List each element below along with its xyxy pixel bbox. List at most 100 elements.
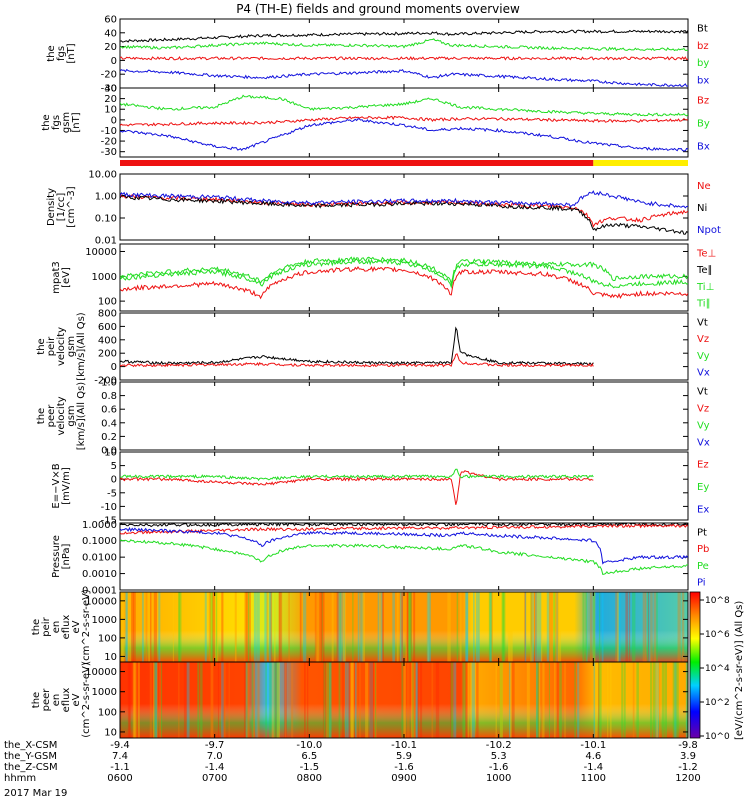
series-line-Bx	[120, 118, 688, 152]
spectrogram-streak	[462, 662, 466, 738]
spectrogram-streak	[524, 592, 526, 662]
y-axis-label: [nT]	[66, 43, 77, 63]
legend-entry: Vy	[697, 351, 710, 362]
legend-entry: Bz	[697, 96, 709, 107]
spectrogram-streak	[401, 662, 404, 738]
legend-entry: Npot	[697, 225, 721, 236]
x-axis-value: -1.4	[205, 762, 225, 773]
spectrogram-streak	[415, 662, 417, 738]
panel-frame	[119, 173, 689, 241]
y-tick-label: 0.10	[95, 214, 117, 225]
spectrogram-streak	[304, 662, 306, 738]
spectrogram-streak	[549, 592, 553, 662]
spectrogram-streak	[585, 592, 588, 662]
x-axis-value: 1100	[581, 773, 606, 784]
spectrogram-streak	[324, 662, 327, 738]
series-line-Pb	[120, 523, 688, 535]
spectrogram-streak	[531, 592, 534, 662]
spectrogram-streak	[256, 662, 260, 738]
y-axis-label: the	[31, 619, 42, 635]
spectrogram-streak	[346, 662, 350, 738]
y-tick-label: 0.2	[101, 432, 117, 443]
spectrogram-streak	[369, 662, 372, 738]
y-tick-label: 10	[104, 448, 117, 459]
y-tick-label: -10	[101, 502, 117, 513]
y-tick-label: -10	[101, 126, 117, 137]
spectrogram-streak	[530, 592, 533, 662]
legend-entry: Vz	[697, 334, 709, 345]
spectrogram-streak	[403, 662, 406, 738]
y-tick-label: 10000	[85, 667, 117, 678]
y-axis-label: [km/s](All Qs)	[76, 382, 87, 450]
x-axis-value: 5.9	[396, 751, 412, 762]
spectrogram-streak	[374, 662, 377, 738]
spectrogram-streak	[621, 662, 624, 738]
spectrogram-streak	[328, 662, 331, 738]
x-axis-value: 1000	[486, 773, 511, 784]
y-tick-label: 30	[104, 84, 117, 95]
spectrogram-streak	[284, 662, 287, 738]
spectrogram-streak	[495, 662, 497, 738]
y-axis-label: (cm^2-s-sr-eV)	[81, 589, 92, 665]
y-axis-label: [nT]	[71, 112, 82, 132]
y-axis-label: peir	[41, 616, 52, 636]
y-axis-label: gsm	[66, 336, 77, 357]
spectrogram-streak	[273, 662, 278, 738]
spectrogram-streak	[127, 662, 130, 738]
spectrogram-streak	[609, 662, 612, 738]
spectrogram-streak	[338, 662, 341, 738]
spectrogram-streak	[592, 592, 596, 662]
spectrogram-streak	[601, 592, 604, 662]
spectrogram-streak	[314, 592, 319, 662]
spectrogram-streak	[413, 592, 416, 662]
spectrogram-streak	[642, 592, 646, 662]
panel-9: 10000 1000 100 10 the peir en eflux eV (cm^2-s-sr…	[31, 589, 689, 665]
spectrogram-streak	[245, 662, 248, 738]
spectrogram-streak	[343, 592, 346, 662]
spectrogram-streak	[510, 592, 513, 662]
legend-entry: bz	[697, 41, 709, 52]
spectrogram-streak	[450, 662, 453, 738]
spectrogram-streak	[137, 662, 140, 738]
spectrogram-streak	[288, 592, 290, 662]
spectrogram-streak	[405, 592, 408, 662]
spectrogram-streak	[269, 592, 273, 662]
spectrogram-streak	[303, 592, 307, 662]
spectrogram-streak	[141, 592, 144, 662]
y-axis-label: Density	[46, 188, 57, 226]
legend-entry: Pt	[697, 527, 707, 538]
x-axis-row-label: the_Y-GSM	[4, 751, 57, 762]
legend-entry: Vz	[697, 404, 709, 415]
spectrogram-streak	[509, 662, 512, 738]
legend-entry: Pb	[697, 544, 709, 555]
y-axis-label: E=−V×B	[51, 463, 62, 508]
y-axis-label: the	[31, 692, 42, 708]
spectrogram-streak	[553, 592, 556, 662]
series-line-Ey	[120, 468, 594, 482]
series-line-Ez	[120, 470, 594, 505]
panel-10: 10000 1000 100 10 the peer en eflux eV (cm^2-s-sr…	[31, 661, 689, 739]
spectrogram-streak	[582, 592, 585, 662]
spectrogram-streak	[554, 662, 556, 738]
spectrogram-streak	[674, 662, 677, 738]
spectrogram-streak	[592, 592, 595, 662]
x-axis-value: 6.5	[301, 751, 317, 762]
y-tick-label: 0.8	[101, 391, 117, 402]
panel-frame	[119, 87, 689, 158]
spectrogram-streak	[681, 592, 685, 662]
y-tick-label: 0.1000	[82, 536, 117, 547]
spectrogram-streak	[625, 592, 629, 662]
spectrogram-streak	[339, 592, 341, 662]
spectrogram-streak	[664, 662, 667, 738]
spectrogram-streak	[212, 592, 215, 662]
spectrogram-streak	[323, 662, 325, 738]
spectrogram-streak	[235, 592, 237, 662]
spectrogram-streak	[465, 592, 468, 662]
y-tick-label: -40	[101, 84, 117, 95]
spectrogram-streak	[649, 592, 653, 662]
spectrogram-streak	[159, 662, 162, 738]
spectrogram-streak	[217, 662, 220, 738]
spectrogram-streak	[409, 592, 412, 662]
spectrogram-streak	[178, 592, 180, 662]
